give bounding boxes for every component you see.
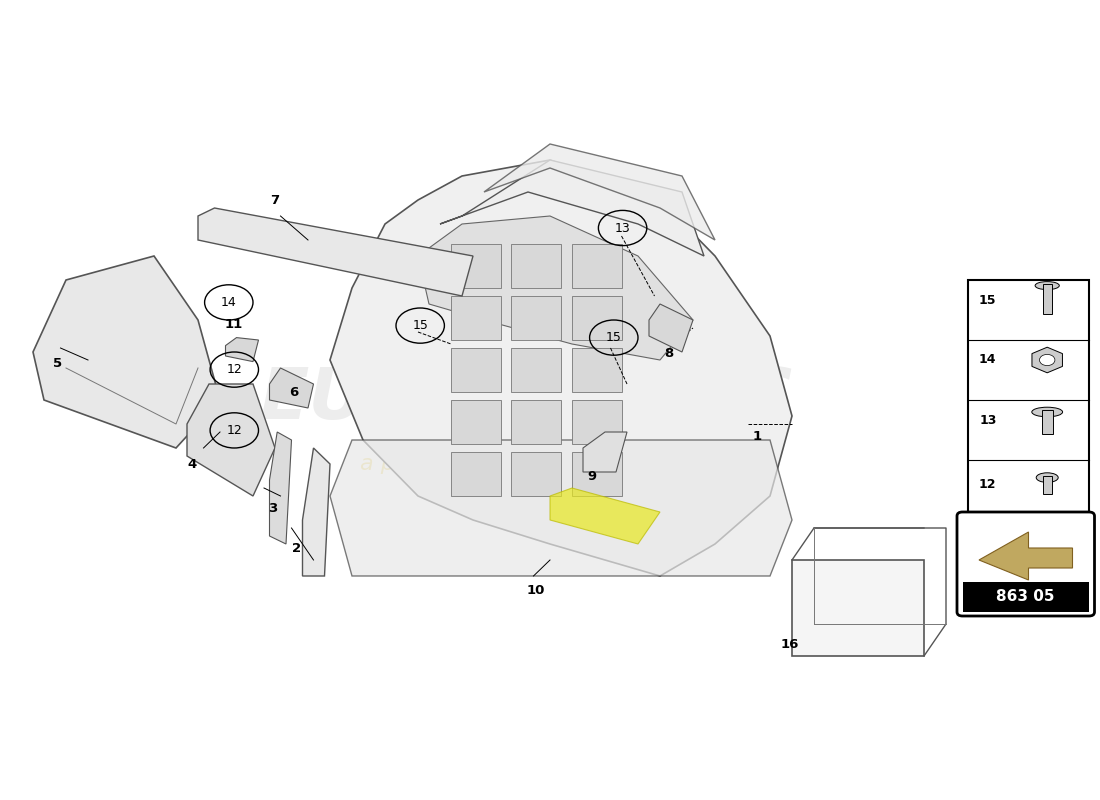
Bar <box>451 244 501 288</box>
Bar <box>512 452 561 496</box>
Text: 12: 12 <box>227 363 242 376</box>
Bar <box>572 244 621 288</box>
Bar <box>451 400 501 444</box>
Text: EUROSPARES: EUROSPARES <box>260 366 796 434</box>
Polygon shape <box>583 432 627 472</box>
Bar <box>572 452 621 496</box>
Text: 4: 4 <box>188 458 197 470</box>
Text: 13: 13 <box>615 222 630 234</box>
Text: 15: 15 <box>606 331 621 344</box>
Bar <box>512 296 561 340</box>
Polygon shape <box>270 432 292 544</box>
Text: 9: 9 <box>587 470 596 482</box>
Text: 15: 15 <box>979 294 997 306</box>
Ellipse shape <box>1036 473 1058 482</box>
Text: 14: 14 <box>221 296 236 309</box>
Bar <box>572 296 621 340</box>
Bar <box>962 582 1089 612</box>
Text: 15: 15 <box>412 319 428 332</box>
Text: 6: 6 <box>289 386 298 398</box>
Polygon shape <box>649 304 693 352</box>
Text: 12: 12 <box>979 478 997 490</box>
Polygon shape <box>187 384 275 496</box>
Polygon shape <box>330 440 792 576</box>
Text: a passion for parts since 1985: a passion for parts since 1985 <box>360 454 696 474</box>
Polygon shape <box>198 208 473 296</box>
Bar <box>512 244 561 288</box>
Ellipse shape <box>1035 282 1059 290</box>
Polygon shape <box>330 160 792 576</box>
Circle shape <box>1040 354 1055 366</box>
FancyBboxPatch shape <box>957 512 1094 616</box>
Polygon shape <box>550 488 660 544</box>
Polygon shape <box>270 368 314 408</box>
Text: 1: 1 <box>752 430 761 442</box>
Text: 11: 11 <box>224 318 242 330</box>
Bar <box>512 400 561 444</box>
Bar <box>512 348 561 392</box>
Bar <box>572 348 621 392</box>
Text: 12: 12 <box>227 424 242 437</box>
Bar <box>1043 476 1052 494</box>
Bar <box>968 280 1089 520</box>
Text: 5: 5 <box>53 358 62 370</box>
Bar <box>451 296 501 340</box>
Text: 13: 13 <box>979 414 997 426</box>
Bar <box>451 348 501 392</box>
Polygon shape <box>792 560 924 656</box>
Text: 7: 7 <box>271 194 279 206</box>
Text: 14: 14 <box>979 354 997 366</box>
Polygon shape <box>979 532 1072 580</box>
Polygon shape <box>33 256 220 448</box>
Bar <box>1043 284 1052 314</box>
Polygon shape <box>418 216 693 360</box>
Polygon shape <box>302 448 330 576</box>
Text: 3: 3 <box>268 502 277 514</box>
Polygon shape <box>226 338 258 362</box>
Text: 8: 8 <box>664 347 673 360</box>
Bar <box>1042 410 1053 434</box>
Text: 2: 2 <box>293 542 301 554</box>
Polygon shape <box>484 144 715 240</box>
Ellipse shape <box>1032 407 1063 417</box>
Text: 10: 10 <box>527 584 544 597</box>
Polygon shape <box>440 160 704 256</box>
Bar <box>451 452 501 496</box>
Bar <box>572 400 621 444</box>
Text: 863 05: 863 05 <box>997 590 1055 604</box>
Polygon shape <box>1032 347 1063 373</box>
Text: 16: 16 <box>781 638 799 650</box>
